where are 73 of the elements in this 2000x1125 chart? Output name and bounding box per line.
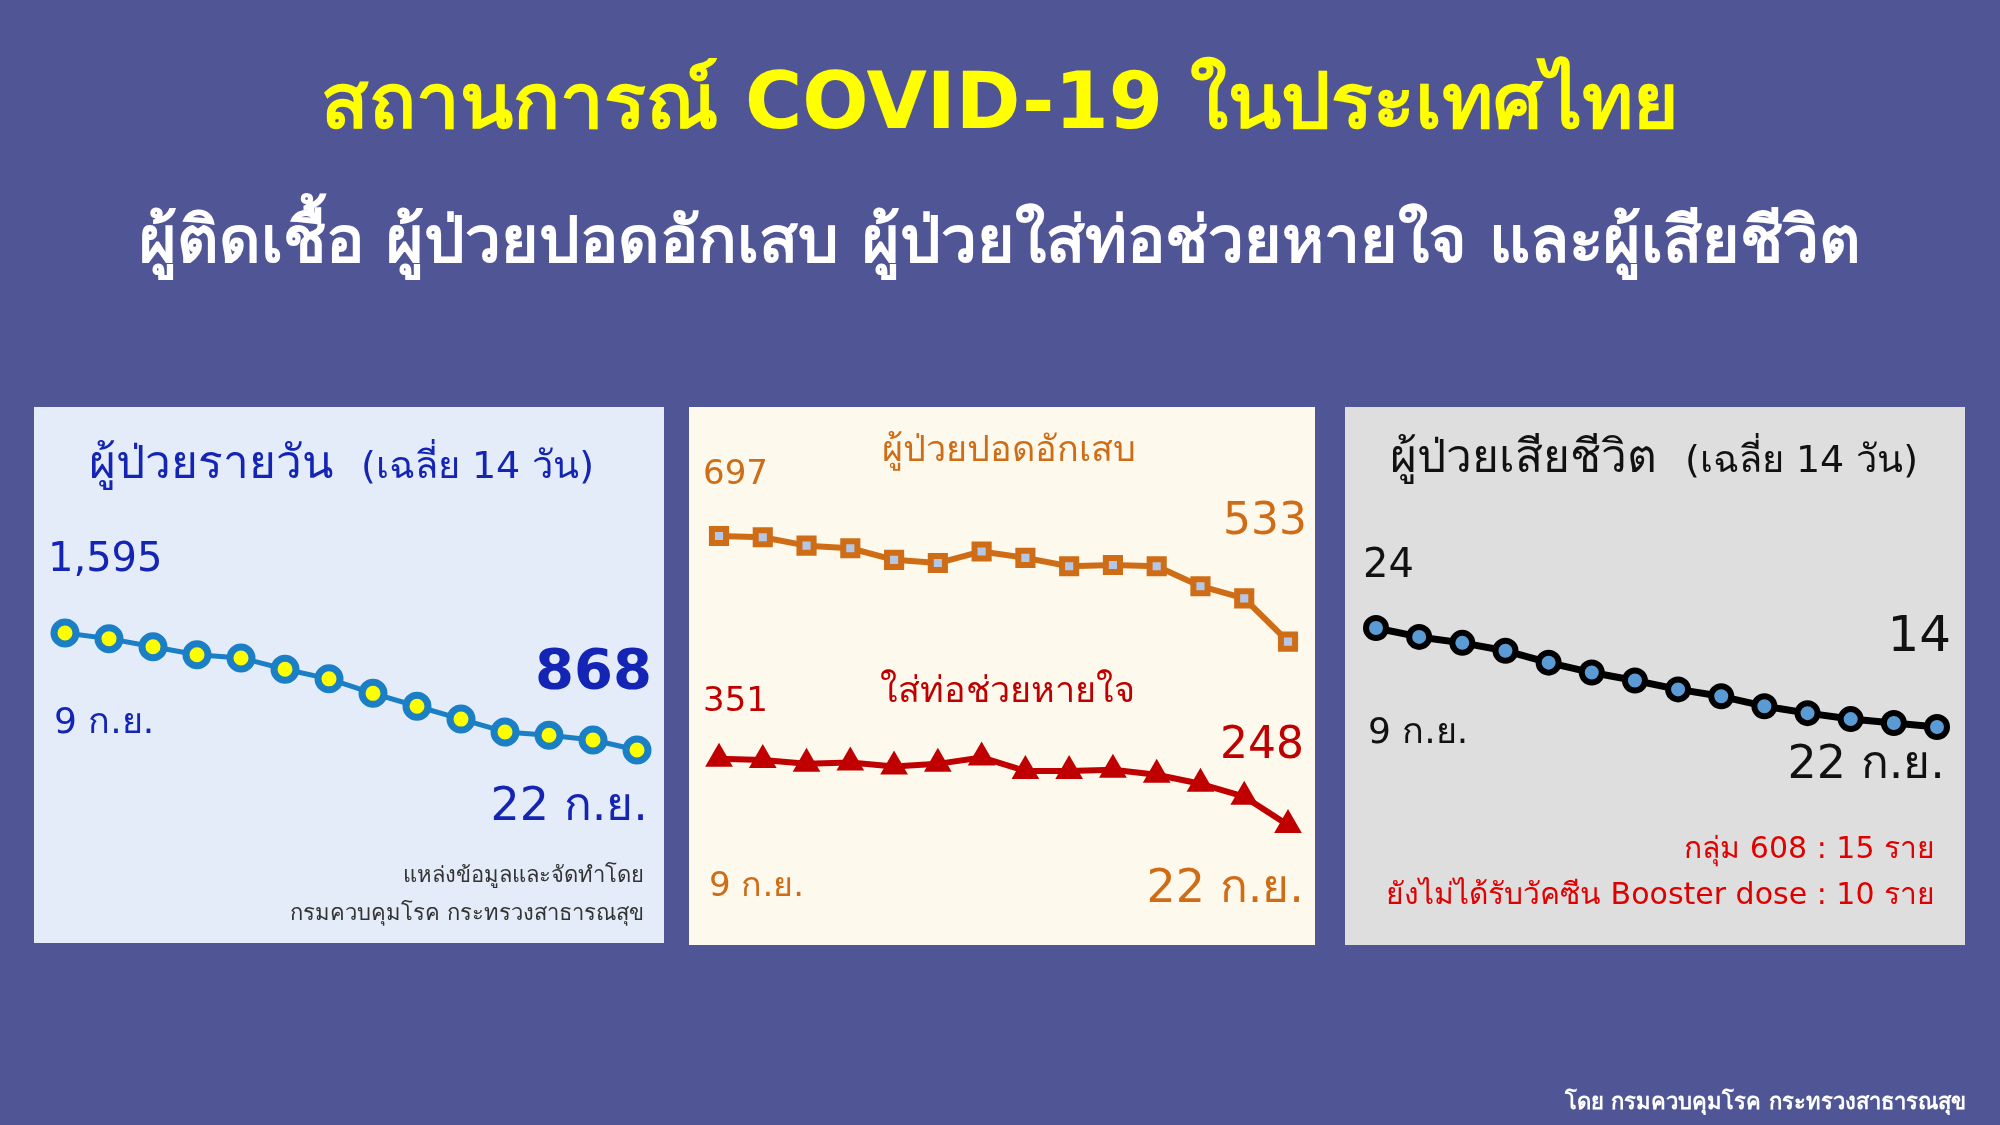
point <box>705 743 733 767</box>
text: 9 ก.ย. <box>709 864 805 904</box>
point <box>1621 667 1648 694</box>
point <box>1011 755 1040 779</box>
point <box>314 664 344 694</box>
text: โดย กรมควบคุมโรค กระทรวงสาธารณสุข <box>1564 1087 1966 1117</box>
point <box>1751 693 1778 720</box>
point <box>1578 659 1605 686</box>
point <box>1794 700 1821 727</box>
annotation: 9 ก.ย. <box>1368 710 1469 751</box>
chart-title: ผู้ป่วยเสียชีวิต <box>1390 429 1657 484</box>
point <box>1190 576 1211 597</box>
point <box>1015 547 1036 568</box>
point <box>1146 556 1167 577</box>
text: แหล่งข้อมูลและจัดทำโดย <box>403 862 644 888</box>
point <box>182 640 212 670</box>
point <box>358 678 388 708</box>
point <box>226 643 256 673</box>
point <box>1665 676 1692 703</box>
data-label: 24 <box>1363 540 1414 586</box>
chart-subtitle: (เฉลี่ย 14 วัน) <box>1685 433 1919 481</box>
point <box>490 717 520 747</box>
data-label: 697 <box>703 452 768 492</box>
point <box>50 618 80 648</box>
text: ผู้ป่วยปอดอักเสบ <box>882 428 1136 471</box>
chart-subtitle: (เฉลี่ย 14 วัน) <box>361 439 595 487</box>
point <box>1274 809 1302 833</box>
point <box>752 527 773 548</box>
point <box>1449 629 1476 656</box>
annotation: 9 ก.ย. <box>54 700 155 741</box>
text: 22 ก.ย. <box>1146 859 1304 913</box>
point <box>1055 755 1083 779</box>
data-label: 533 <box>1223 492 1307 544</box>
point <box>1492 637 1519 664</box>
point <box>1924 714 1950 740</box>
point <box>446 704 476 734</box>
text: กรมควบคุมโรค กระทรวงสาธารณสุข <box>290 900 644 926</box>
point <box>796 535 817 556</box>
point <box>138 632 168 662</box>
chart-title: ผู้ป่วยรายวัน <box>89 435 333 490</box>
data-label: 14 <box>1887 605 1951 663</box>
text: ยังไม่ได้รับวัคซีน Booster dose : 10 ราย <box>1386 876 1935 911</box>
point <box>884 549 905 570</box>
data-label: 351 <box>703 678 768 719</box>
point <box>1277 631 1299 652</box>
point <box>927 552 948 574</box>
text: สถานการณ์ COVID-19 ในประเทศไทย <box>319 55 1681 148</box>
text: 22 ก.ย. <box>1787 735 1945 789</box>
point <box>840 538 861 559</box>
point <box>1059 556 1080 577</box>
point <box>1880 710 1907 737</box>
data-label: 248 <box>1220 717 1304 768</box>
point <box>94 624 124 654</box>
point <box>708 525 730 547</box>
point <box>622 735 652 765</box>
point <box>534 720 564 750</box>
point <box>971 541 992 562</box>
point <box>1234 588 1255 609</box>
point <box>1102 554 1123 576</box>
text: กลุ่ม 608 : 15 ราย <box>1684 830 1935 867</box>
point <box>1406 623 1433 650</box>
text: 22 ก.ย. <box>490 777 648 831</box>
point <box>1535 649 1562 676</box>
point <box>402 691 432 721</box>
data-label: 868 <box>535 636 652 701</box>
point <box>270 654 300 684</box>
point <box>1708 683 1735 710</box>
point <box>1837 706 1864 733</box>
point <box>1363 615 1389 641</box>
point <box>749 744 777 768</box>
data-label: 1,595 <box>48 534 163 580</box>
point <box>578 725 608 755</box>
series-label: ใส่ท่อช่วยหายใจ <box>879 669 1135 710</box>
